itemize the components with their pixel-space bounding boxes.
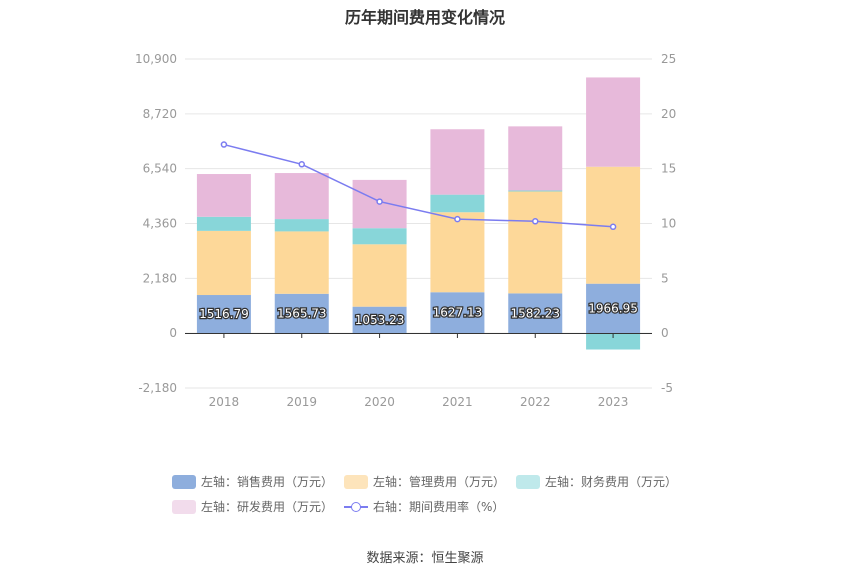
legend-swatch-finance xyxy=(516,474,540,489)
bar-series-1-2022[interactable] xyxy=(508,191,563,294)
bar-data-label: 1582.23 xyxy=(510,306,560,320)
x-tick-label: 2018 xyxy=(209,395,240,409)
bar-series-1-2021[interactable] xyxy=(430,212,485,293)
left-tick-label: -2,180 xyxy=(138,381,177,395)
expense-ratio-point-2018[interactable] xyxy=(220,141,228,148)
gridlines xyxy=(185,58,652,389)
bar-data-label: 1627.13 xyxy=(433,306,483,320)
left-tick-label: 2,180 xyxy=(143,271,177,285)
bar-series-3-2021[interactable] xyxy=(430,129,485,195)
bar-series-2-2020[interactable] xyxy=(352,228,407,245)
expense-ratio-point-2020[interactable] xyxy=(376,198,383,205)
bar-series-2-2019[interactable] xyxy=(274,219,329,232)
x-tick-label: 2021 xyxy=(442,395,473,409)
bar-series-3-2022[interactable] xyxy=(508,126,563,191)
left-tick-label: 10,900 xyxy=(135,52,177,66)
bar-series-0-2020[interactable] xyxy=(352,306,407,334)
legend-label-admin: 左轴：管理费用（万元） xyxy=(373,475,506,489)
x-tick-label: 2019 xyxy=(286,395,317,409)
legend-label-sales: 左轴：销售费用（万元） xyxy=(201,475,334,489)
legend-item-expense-ratio[interactable]: 右轴：期间费用率（%） xyxy=(344,498,504,515)
bar-series-2-2018[interactable] xyxy=(196,216,251,231)
legend-swatch-expense-ratio xyxy=(344,500,368,514)
bar-series xyxy=(196,77,641,350)
expense-ratio-point-2023[interactable] xyxy=(609,223,617,231)
bar-series-2-2022[interactable] xyxy=(508,190,563,192)
bar-series-0-2019[interactable] xyxy=(274,293,329,334)
chart-title: 历年期间费用变化情况 xyxy=(344,8,505,27)
legend-swatch-admin xyxy=(344,474,368,489)
left-axis-ticks: 10,900 8,720 6,540 4,360 2,180 0 -2,180 xyxy=(135,52,177,395)
bar-series-3-2018[interactable] xyxy=(196,174,251,217)
line-series xyxy=(220,141,617,231)
bar-series-3-2023[interactable] xyxy=(586,77,641,167)
right-tick-label: 0 xyxy=(661,326,669,340)
legend-item-admin[interactable]: 左轴：管理费用（万元） xyxy=(344,473,505,490)
left-tick-label: 0 xyxy=(169,326,177,340)
legend-label-rnd: 左轴：研发费用（万元） xyxy=(201,500,334,514)
legend-item-rnd[interactable]: 左轴：研发费用（万元） xyxy=(172,498,333,515)
legend-swatch-rnd xyxy=(172,499,196,514)
x-tick-label: 2022 xyxy=(520,395,551,409)
bar-data-label: 1053.23 xyxy=(355,313,405,327)
bar-series-3-2019[interactable] xyxy=(274,173,329,220)
legend-swatch-sales xyxy=(172,474,196,489)
left-tick-label: 8,720 xyxy=(143,107,177,121)
right-tick-label: 15 xyxy=(661,162,676,176)
bar-series-0-2018[interactable] xyxy=(196,295,251,334)
right-tick-label: -5 xyxy=(661,381,673,395)
right-tick-label: 20 xyxy=(661,107,676,121)
bar-series-0-2021[interactable] xyxy=(430,292,485,334)
expense-ratio-line xyxy=(223,143,614,228)
expense-ratio-point-2021[interactable] xyxy=(454,215,461,223)
bar-series-2-2021[interactable] xyxy=(430,194,485,213)
right-axis-ticks: 25 20 15 10 5 0 -5 xyxy=(661,52,676,395)
bar-series-1-2019[interactable] xyxy=(274,231,329,294)
legend-label-expense-ratio: 右轴：期间费用率（%） xyxy=(373,500,505,514)
expense-ratio-point-2019[interactable] xyxy=(298,161,305,168)
expense-ratio-point-2022[interactable] xyxy=(532,218,539,225)
left-tick-label: 6,540 xyxy=(143,162,177,176)
bar-data-label: 1966.95 xyxy=(588,301,638,315)
legend-item-finance[interactable]: 左轴：财务费用（万元） xyxy=(516,473,677,490)
bar-data-label: 1565.73 xyxy=(277,306,327,320)
bar-data-label: 1516.79 xyxy=(199,307,249,321)
x-tick-label: 2020 xyxy=(364,395,395,409)
bar-data-labels: 1516.79 1565.73 1053.23 1627.13 1582.23 1966.… xyxy=(198,300,639,328)
left-tick-label: 4,360 xyxy=(143,217,177,231)
bar-series-0-2022[interactable] xyxy=(508,293,563,334)
right-tick-label: 25 xyxy=(661,52,676,66)
bar-series-1-2020[interactable] xyxy=(352,244,407,307)
bar-series-0-2023[interactable] xyxy=(586,283,641,334)
right-tick-label: 5 xyxy=(661,271,669,285)
x-tick-label: 2023 xyxy=(598,395,629,409)
bar-series-2-2023[interactable] xyxy=(586,333,641,350)
source-note: 数据来源：恒生聚源 xyxy=(366,551,484,566)
legend-item-sales[interactable]: 左轴：销售费用（万元） xyxy=(172,473,333,490)
x-axis-ticks: 2018 2019 2020 2021 2022 2023 xyxy=(209,333,629,409)
right-tick-label: 10 xyxy=(661,217,676,231)
bar-series-1-2018[interactable] xyxy=(196,230,251,296)
legend-label-finance: 左轴：财务费用（万元） xyxy=(545,475,678,489)
